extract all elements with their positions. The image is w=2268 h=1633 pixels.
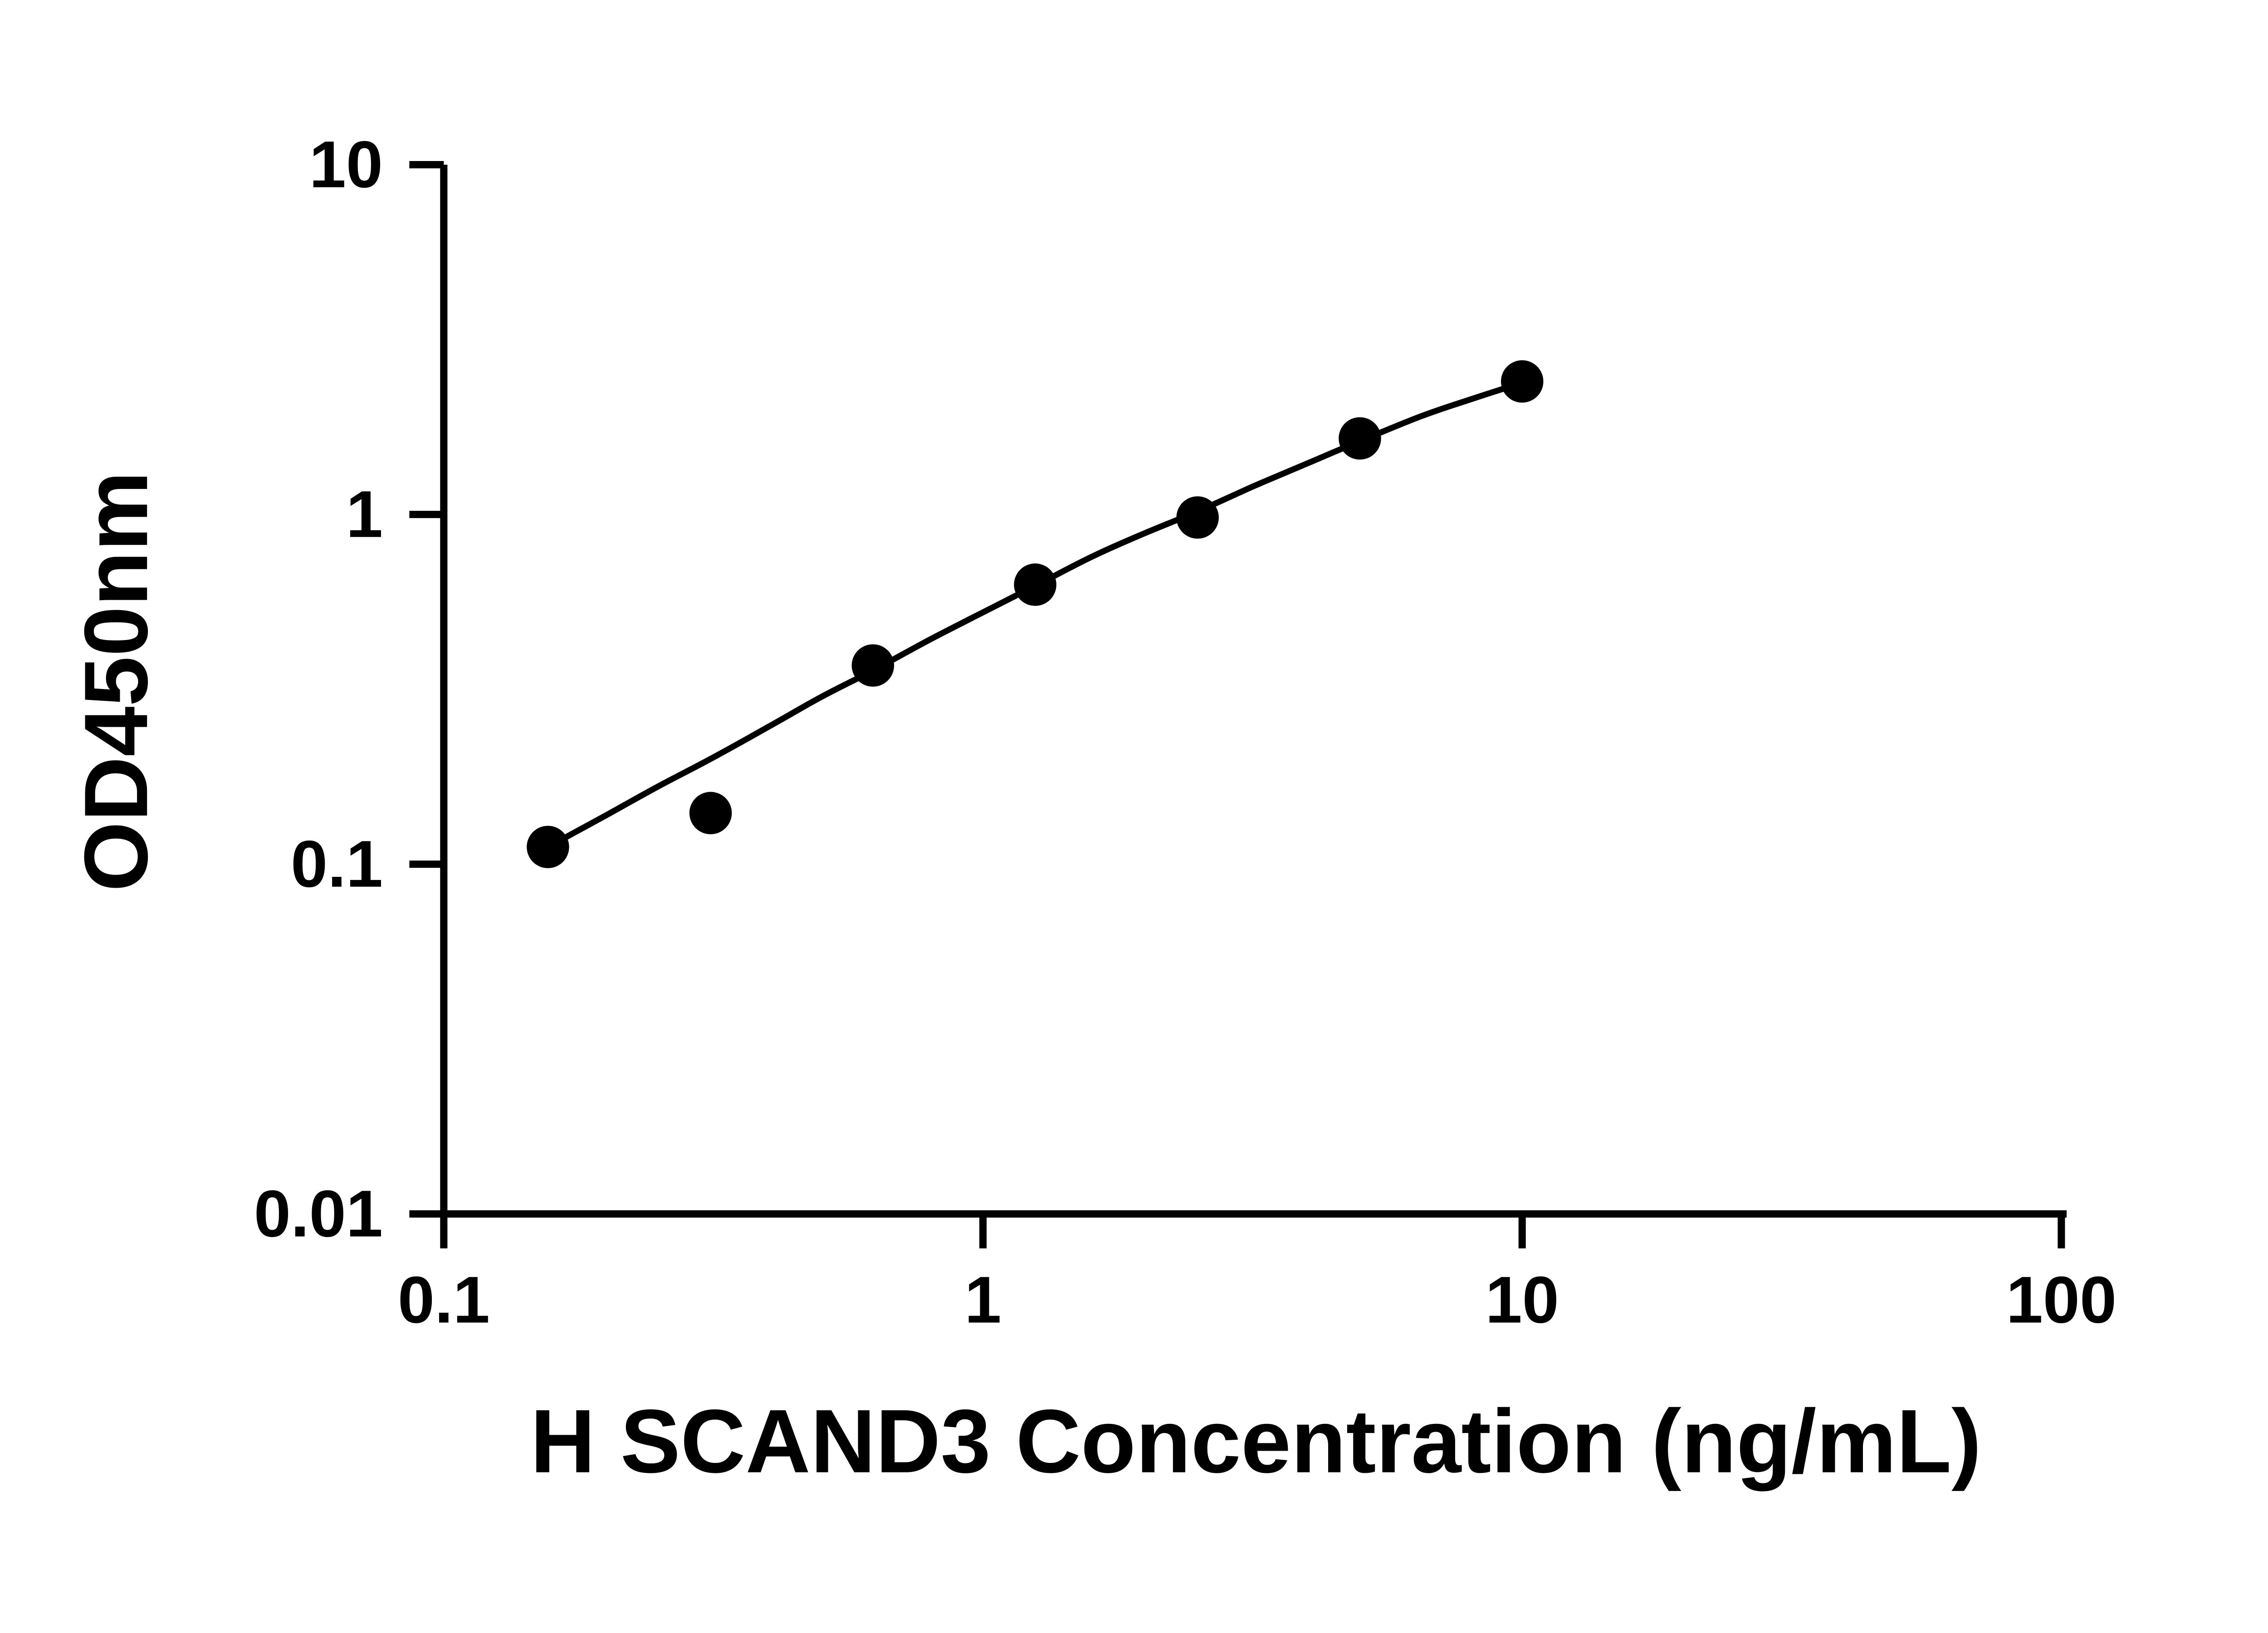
data-point: [1014, 563, 1056, 606]
data-point: [1501, 360, 1544, 403]
data-point: [851, 644, 894, 687]
y-axis-title: OD450nm: [66, 471, 166, 892]
data-point: [527, 826, 569, 868]
y-tick-label: 0.01: [254, 1177, 383, 1251]
x-tick-label: 0.1: [398, 1263, 490, 1337]
data-point: [1339, 417, 1381, 460]
y-tick-label: 1: [346, 477, 383, 551]
y-tick-label: 0.1: [291, 827, 383, 901]
y-tick-label: 10: [309, 127, 383, 201]
x-tick-label: 10: [1486, 1263, 1559, 1337]
x-tick-label: 1: [964, 1263, 1001, 1337]
x-axis-title: H SCAND3 Concentration (ng/mL): [530, 1391, 1981, 1492]
fit-curve-line: [546, 380, 1523, 850]
data-point: [1176, 496, 1219, 539]
axis-lines: [440, 165, 2067, 1218]
data-point: [689, 792, 732, 835]
x-tick-label: 100: [2006, 1263, 2117, 1337]
